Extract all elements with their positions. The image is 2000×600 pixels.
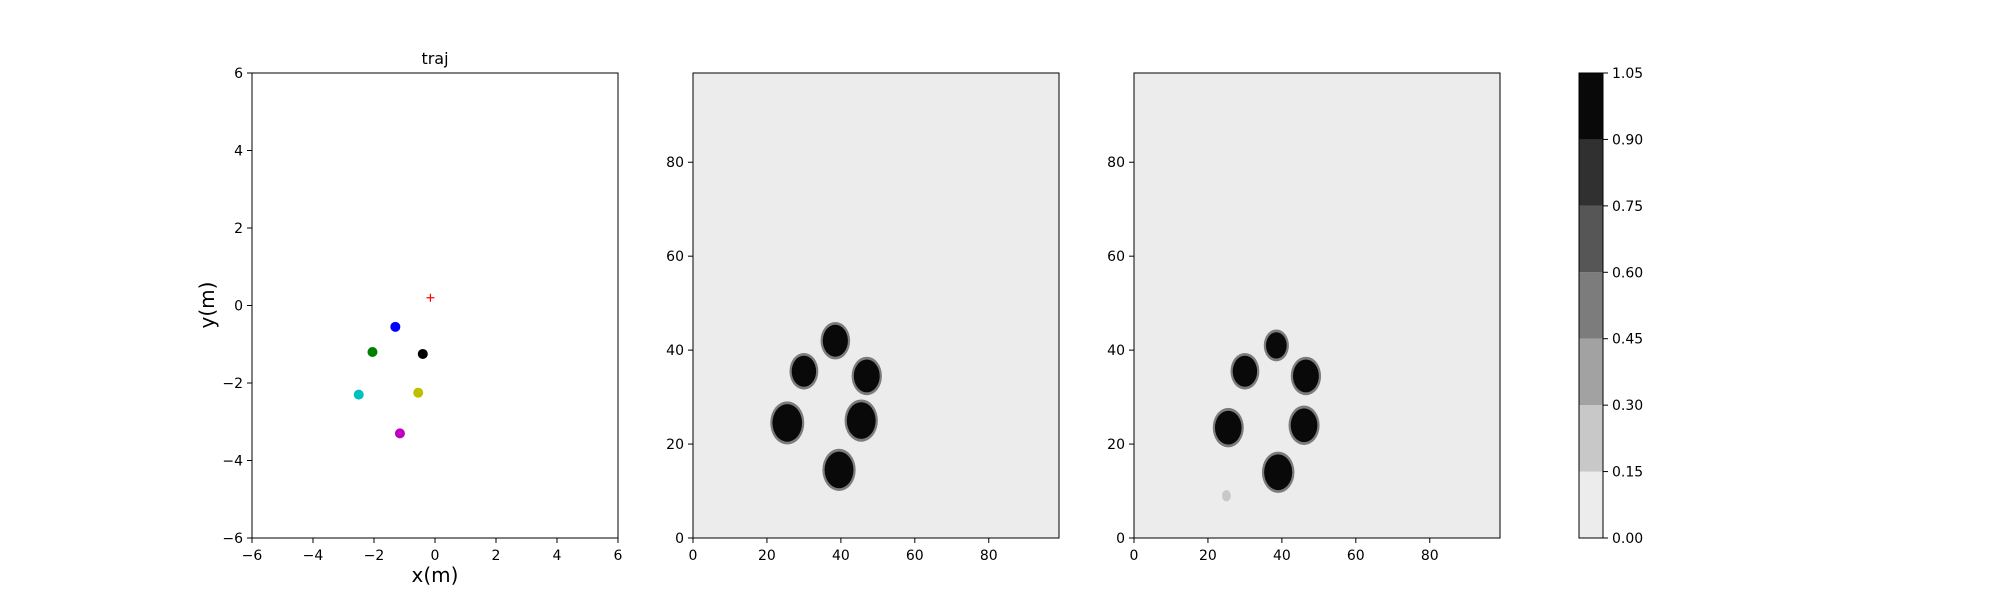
trajectory-plot: traj −6 −4 −2 0 2 4 6 −6 −4 −2 0 2 4 6 x(m) y(m) xyxy=(195,49,623,587)
trajectory-ytick-label: −4 xyxy=(222,454,243,470)
heatmap-1-ytick-label: 40 xyxy=(666,343,684,359)
robot-point-6 xyxy=(394,428,405,439)
colorbar-band xyxy=(1579,471,1603,538)
heatmap-2-blob-1 xyxy=(1263,329,1289,362)
robot-point-2 xyxy=(367,347,378,357)
trajectory-plot-ylabel: y(m) xyxy=(195,282,219,329)
heatmap-2-ytick-label: 80 xyxy=(1107,155,1125,171)
trajectory-xtick-label: 6 xyxy=(614,548,623,564)
colorbar-band xyxy=(1579,405,1603,472)
colorbar-tick-label: 0.30 xyxy=(1612,398,1643,414)
heatmap-2-xtick-label: 0 xyxy=(1130,548,1139,564)
heatmap-2-xtick-label: 20 xyxy=(1199,548,1217,564)
trajectory-ytick-label: 6 xyxy=(234,66,243,82)
heatmap-1-xtick-label: 0 xyxy=(689,548,698,564)
heatmap-1-ytick-label: 20 xyxy=(666,437,684,453)
colorbar-tick-label: 0.90 xyxy=(1612,132,1643,148)
heatmap-1-background xyxy=(693,73,1059,538)
heatmap-2-blob-7 xyxy=(1219,487,1234,505)
heatmap-1-blob-5 xyxy=(844,399,878,442)
colorbar: 0.00 0.15 0.30 0.45 0.60 0.75 0.90 1.05 xyxy=(1578,66,1643,547)
heatmap-2-frame xyxy=(1133,72,1501,539)
heatmap-2-blob-5 xyxy=(1288,405,1320,445)
colorbar-tick-label: 0.45 xyxy=(1612,332,1643,348)
heatmap-1-blob-3 xyxy=(851,356,882,396)
colorbar-tick-label: 0.00 xyxy=(1612,531,1643,547)
robot-point-4 xyxy=(353,389,364,400)
heatmap-2-blob-6 xyxy=(1261,451,1295,493)
colorbar-band xyxy=(1579,205,1603,273)
heatmap-2-xtick-label: 60 xyxy=(1347,548,1365,564)
heatmap-2-ytick-label: 0 xyxy=(1116,531,1125,547)
trajectory-xtick-label: −2 xyxy=(364,548,385,564)
trajectory-xtick-label: 0 xyxy=(431,548,440,564)
heatmap-1-blob-4 xyxy=(770,401,805,445)
heatmap-1-ytick-label: 0 xyxy=(675,531,684,547)
heatmap-plot-1: 0 20 40 60 80 0 20 40 60 80 xyxy=(666,72,1060,564)
colorbar-frame xyxy=(1578,72,1604,539)
heatmap-1-blob-1 xyxy=(820,321,851,360)
colorbar-band xyxy=(1579,338,1603,406)
heatmap-2-ytick-label: 60 xyxy=(1107,249,1125,265)
heatmap-1-xtick-label: 20 xyxy=(758,548,776,564)
heatmap-1-ytick-label: 60 xyxy=(666,249,684,265)
trajectory-ytick-label: 0 xyxy=(234,299,243,315)
trajectory-ytick-label: −6 xyxy=(222,531,243,547)
heatmap-1-ytick-label: 80 xyxy=(666,155,684,171)
colorbar-tick-label: 0.15 xyxy=(1612,465,1643,481)
heatmap-1-xtick-label: 80 xyxy=(980,548,998,564)
trajectory-ytick-label: −2 xyxy=(222,376,243,392)
colorbar-tick-label: 0.60 xyxy=(1612,265,1643,281)
heatmap-2-xtick-label: 40 xyxy=(1273,548,1291,564)
robot-point-1 xyxy=(390,321,401,332)
heatmap-2-blob-2 xyxy=(1230,352,1260,390)
trajectory-xtick-label: −6 xyxy=(242,548,263,564)
heatmap-plot-2: 0 20 40 60 80 0 20 40 60 80 xyxy=(1107,72,1501,564)
trajectory-xtick-label: 4 xyxy=(553,548,562,564)
heatmap-2-ytick-label: 20 xyxy=(1107,437,1125,453)
heatmap-1-xtick-label: 60 xyxy=(906,548,924,564)
heatmap-1-xtick-label: 40 xyxy=(832,548,850,564)
trajectory-ytick-label: 2 xyxy=(234,221,243,237)
trajectory-plot-title: traj xyxy=(421,49,448,68)
robot-point-5 xyxy=(413,387,424,398)
heatmap-1-frame xyxy=(692,72,1060,539)
trajectory-xtick-label: 2 xyxy=(492,548,501,564)
heatmap-2-blob-3 xyxy=(1290,356,1322,396)
colorbar-tick-label: 0.75 xyxy=(1612,199,1643,215)
trajectory-plot-xlabel: x(m) xyxy=(412,563,459,587)
heatmap-2-xtick-label: 80 xyxy=(1421,548,1439,564)
heatmap-2-background xyxy=(1134,73,1500,538)
trajectory-ytick-label: 4 xyxy=(234,144,243,160)
heatmap-2-ytick-label: 40 xyxy=(1107,343,1125,359)
colorbar-tick-label: 1.05 xyxy=(1612,66,1643,82)
colorbar-band xyxy=(1579,73,1603,140)
heatmap-1-blob-2 xyxy=(789,352,819,390)
heatmap-1-blob-6 xyxy=(822,448,856,492)
heatmap-2-blob-4 xyxy=(1212,407,1244,448)
target-marker xyxy=(426,293,435,302)
trajectory-xtick-label: −4 xyxy=(303,548,324,564)
robot-point-3 xyxy=(417,348,428,359)
colorbar-band xyxy=(1579,272,1603,339)
trajectory-plot-frame xyxy=(251,72,619,539)
colorbar-band xyxy=(1579,139,1603,206)
